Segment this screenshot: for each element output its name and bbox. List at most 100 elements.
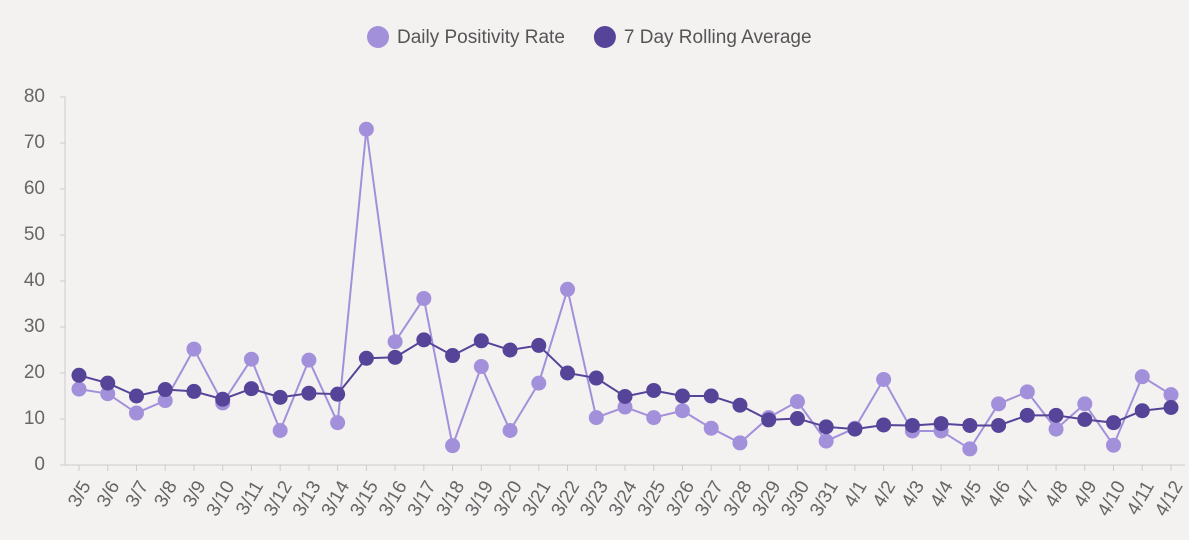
data-point [588, 370, 604, 386]
x-tick-label: 3/14 [318, 477, 355, 520]
data-point [617, 399, 633, 415]
x-tick-label: 3/10 [203, 478, 240, 521]
data-point [732, 435, 748, 451]
data-point [71, 367, 87, 383]
data-point [473, 359, 489, 375]
y-tick-label: 70 [24, 132, 45, 153]
x-tick-label: 4/3 [898, 478, 929, 511]
data-point [962, 417, 978, 433]
data-point [617, 388, 633, 404]
data-point [1048, 407, 1064, 423]
x-tick-label: 4/6 [984, 478, 1015, 511]
data-point [646, 382, 662, 398]
data-point [1019, 384, 1035, 400]
y-tick-label: 50 [24, 224, 45, 245]
data-point [1019, 407, 1035, 423]
y-tick-label: 30 [24, 316, 45, 337]
x-tick-label: 4/7 [1013, 478, 1044, 511]
x-tick-label: 3/15 [346, 478, 383, 521]
data-point [674, 388, 690, 404]
data-point [71, 381, 87, 397]
data-point [186, 383, 202, 399]
data-point [847, 421, 863, 437]
data-point [1134, 403, 1150, 419]
x-tick-label: 3/21 [519, 478, 556, 521]
data-point [962, 441, 978, 457]
data-point [531, 375, 547, 391]
x-tick-label: 3/25 [634, 478, 671, 521]
x-tick-label: 4/11 [1123, 478, 1159, 519]
y-tick-label: 10 [24, 408, 45, 429]
data-point [991, 417, 1007, 433]
x-tick-label: 3/7 [122, 478, 153, 511]
data-point [876, 417, 892, 433]
data-point [215, 391, 231, 407]
data-point [703, 388, 719, 404]
x-tick-label: 4/12 [1151, 478, 1188, 521]
data-point [933, 416, 949, 432]
x-tick-label: 3/27 [691, 478, 728, 521]
x-tick-label: 4/8 [1041, 478, 1072, 511]
data-point [157, 393, 173, 409]
series-line [78, 338, 1172, 431]
x-tick-label: 3/5 [64, 478, 95, 511]
data-point [272, 423, 288, 438]
data-point [243, 381, 259, 397]
data-point [387, 334, 403, 350]
legend-marker [367, 26, 389, 48]
data-point [100, 386, 116, 402]
data-point [1163, 387, 1179, 403]
x-tick-label: 3/6 [93, 478, 124, 511]
x-tick-label: 3/23 [576, 478, 613, 521]
x-tick-label: 3/28 [720, 478, 757, 521]
legend-label: Daily Positivity Rate [397, 27, 565, 48]
data-point [243, 351, 259, 367]
legend-marker [593, 26, 616, 48]
data-point [1106, 415, 1122, 431]
x-tick-label: 3/12 [260, 478, 297, 521]
data-point [703, 420, 719, 436]
data-point [445, 348, 461, 364]
y-tick-label: 20 [24, 362, 45, 383]
y-tick-label: 40 [24, 270, 45, 291]
data-point [560, 365, 576, 381]
data-point [1163, 400, 1179, 415]
data-point [1106, 437, 1122, 453]
data-point [358, 121, 374, 137]
x-tick-label: 3/8 [150, 478, 181, 511]
x-tick-label: 3/24 [605, 477, 642, 520]
x-tick-label: 3/11 [232, 478, 268, 519]
data-point [358, 350, 374, 366]
data-point [560, 281, 576, 297]
data-point [330, 415, 346, 431]
x-tick-label: 4/5 [955, 478, 986, 511]
data-point [128, 388, 144, 404]
y-tick-label: 80 [24, 86, 45, 107]
data-point [301, 352, 317, 368]
x-tick-label: 3/13 [289, 478, 326, 521]
x-tick-label: 3/22 [548, 478, 585, 521]
data-point [1077, 411, 1093, 427]
data-point [473, 333, 489, 349]
data-point [818, 419, 834, 435]
data-point [789, 394, 805, 410]
data-point [531, 337, 547, 353]
x-tick-label: 3/18 [433, 478, 470, 521]
data-point [1134, 369, 1150, 385]
data-point [904, 417, 920, 433]
data-point [588, 410, 604, 426]
data-point [301, 385, 317, 401]
data-point [157, 382, 173, 398]
y-tick-label: 0 [34, 454, 45, 475]
data-point [272, 389, 288, 405]
legend-label: 7 Day Rolling Average [624, 27, 812, 48]
x-tick-label: 3/19 [461, 478, 498, 521]
data-point [1048, 421, 1064, 437]
x-tick-label: 3/29 [749, 478, 786, 521]
y-tick-label: 60 [24, 178, 45, 199]
data-point [387, 349, 403, 365]
data-point [674, 403, 690, 419]
data-point [502, 423, 518, 438]
x-tick-label: 4/4 [926, 477, 958, 511]
